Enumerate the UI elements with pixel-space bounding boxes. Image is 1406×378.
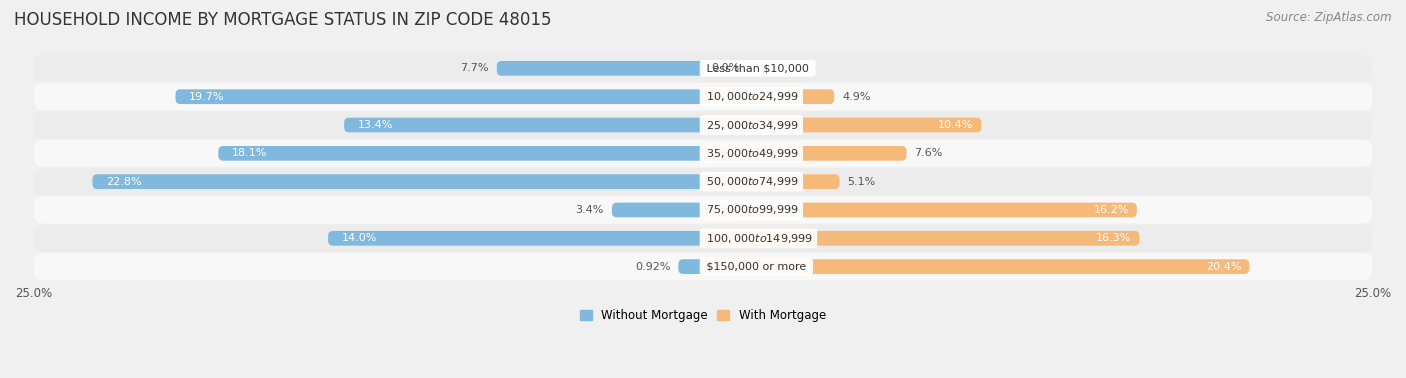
Text: $25,000 to $34,999: $25,000 to $34,999: [703, 119, 800, 132]
Text: $50,000 to $74,999: $50,000 to $74,999: [703, 175, 800, 188]
Text: 14.0%: 14.0%: [342, 233, 377, 243]
Text: $75,000 to $99,999: $75,000 to $99,999: [703, 203, 800, 217]
FancyBboxPatch shape: [344, 118, 703, 132]
Text: 19.7%: 19.7%: [188, 92, 225, 102]
FancyBboxPatch shape: [678, 259, 703, 274]
Text: HOUSEHOLD INCOME BY MORTGAGE STATUS IN ZIP CODE 48015: HOUSEHOLD INCOME BY MORTGAGE STATUS IN Z…: [14, 11, 551, 29]
FancyBboxPatch shape: [34, 168, 1372, 195]
Text: $35,000 to $49,999: $35,000 to $49,999: [703, 147, 800, 160]
Text: $100,000 to $149,999: $100,000 to $149,999: [703, 232, 814, 245]
Text: Less than $10,000: Less than $10,000: [703, 64, 813, 73]
Text: 16.2%: 16.2%: [1094, 205, 1129, 215]
Text: 20.4%: 20.4%: [1206, 262, 1241, 272]
FancyBboxPatch shape: [34, 253, 1372, 280]
Text: $10,000 to $24,999: $10,000 to $24,999: [703, 90, 800, 103]
Text: 7.6%: 7.6%: [914, 148, 943, 158]
FancyBboxPatch shape: [328, 231, 703, 246]
FancyBboxPatch shape: [34, 225, 1372, 252]
Legend: Without Mortgage, With Mortgage: Without Mortgage, With Mortgage: [575, 304, 831, 327]
Text: 22.8%: 22.8%: [105, 177, 142, 187]
Text: 13.4%: 13.4%: [357, 120, 392, 130]
Text: 0.0%: 0.0%: [711, 64, 740, 73]
FancyBboxPatch shape: [703, 174, 839, 189]
FancyBboxPatch shape: [703, 203, 1137, 217]
FancyBboxPatch shape: [703, 118, 981, 132]
Text: $150,000 or more: $150,000 or more: [703, 262, 810, 272]
Text: 5.1%: 5.1%: [848, 177, 876, 187]
Text: 16.3%: 16.3%: [1097, 233, 1132, 243]
FancyBboxPatch shape: [34, 140, 1372, 167]
FancyBboxPatch shape: [703, 259, 1250, 274]
FancyBboxPatch shape: [612, 203, 703, 217]
FancyBboxPatch shape: [176, 89, 703, 104]
FancyBboxPatch shape: [34, 55, 1372, 82]
Text: 3.4%: 3.4%: [575, 205, 605, 215]
FancyBboxPatch shape: [703, 231, 1139, 246]
FancyBboxPatch shape: [703, 146, 907, 161]
FancyBboxPatch shape: [703, 89, 834, 104]
FancyBboxPatch shape: [93, 174, 703, 189]
FancyBboxPatch shape: [34, 83, 1372, 110]
Text: 18.1%: 18.1%: [232, 148, 267, 158]
FancyBboxPatch shape: [218, 146, 703, 161]
Text: 0.92%: 0.92%: [636, 262, 671, 272]
FancyBboxPatch shape: [496, 61, 703, 76]
Text: 10.4%: 10.4%: [938, 120, 973, 130]
Text: Source: ZipAtlas.com: Source: ZipAtlas.com: [1267, 11, 1392, 24]
Text: 4.9%: 4.9%: [842, 92, 870, 102]
FancyBboxPatch shape: [34, 112, 1372, 139]
FancyBboxPatch shape: [34, 197, 1372, 223]
Text: 7.7%: 7.7%: [460, 64, 489, 73]
